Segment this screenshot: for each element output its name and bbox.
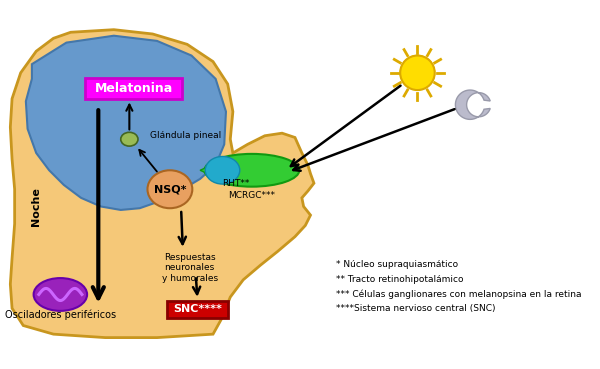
Text: ****Sistema nervioso central (SNC): ****Sistema nervioso central (SNC) [337,304,496,313]
Polygon shape [200,163,215,177]
Text: SNC****: SNC**** [173,304,222,314]
Text: Respuestas
neuronales
y humorales: Respuestas neuronales y humorales [161,253,218,283]
Text: ** Tracto retinohipotalámico: ** Tracto retinohipotalámico [337,275,464,284]
Polygon shape [26,36,226,210]
Ellipse shape [205,154,299,187]
Text: Osciladores periféricos: Osciladores periféricos [5,309,116,320]
Text: MCRGC***: MCRGC*** [229,191,275,200]
Polygon shape [455,90,490,119]
Polygon shape [10,30,314,338]
Text: Noche: Noche [31,187,41,226]
Text: Melatonina: Melatonina [95,82,173,95]
Text: *** Células ganglionares con melanopsina en la retina: *** Células ganglionares con melanopsina… [337,289,582,299]
Ellipse shape [205,156,240,184]
Ellipse shape [121,132,138,146]
Text: Glándula pineal: Glándula pineal [150,131,221,140]
Ellipse shape [34,278,87,311]
Text: RHT**: RHT** [221,179,249,188]
Text: NSQ*: NSQ* [154,184,186,194]
FancyBboxPatch shape [85,78,182,99]
FancyBboxPatch shape [167,300,227,318]
Circle shape [400,56,435,90]
Text: * Núcleo supraquiasmático: * Núcleo supraquiasmático [337,260,458,269]
Ellipse shape [148,170,193,208]
